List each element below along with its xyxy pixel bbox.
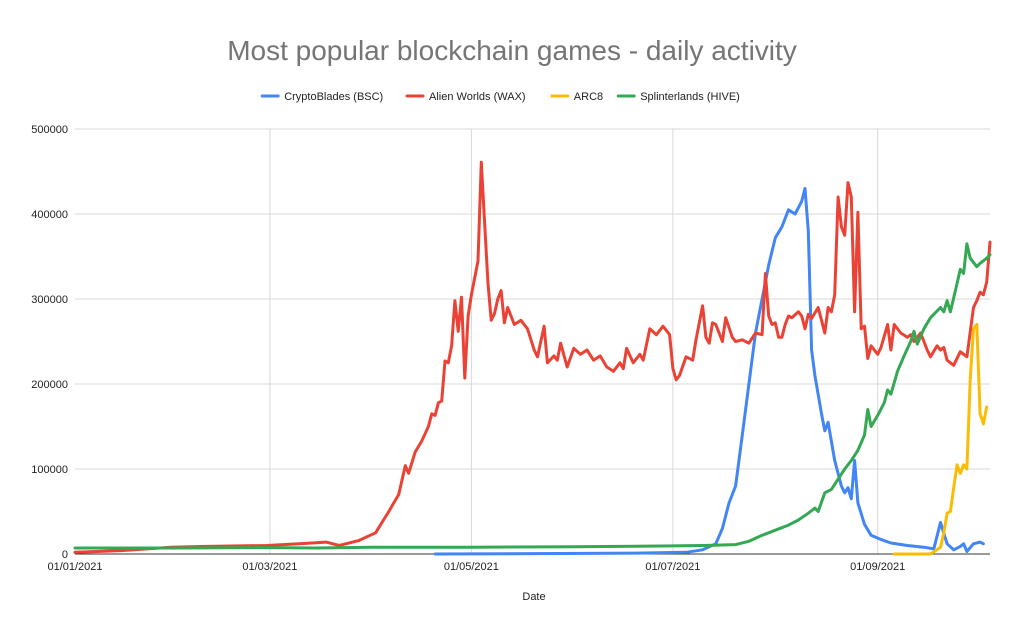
x-axis-title: Date — [522, 591, 545, 603]
chart-title: Most popular blockchain games - daily ac… — [227, 35, 797, 66]
x-tick-label: 01/05/2021 — [444, 561, 499, 573]
legend-item-alien-worlds-wax: Alien Worlds (WAX) — [405, 91, 526, 103]
x-tick-label: 01/07/2021 — [645, 561, 700, 573]
y-tick-label: 400000 — [31, 209, 68, 221]
series-line-cryptoblades-bsc — [433, 187, 985, 556]
legend-item-arc8: ARC8 — [550, 91, 603, 103]
legend: CryptoBlades (BSC) Alien Worlds (WAX) ARC8… — [260, 91, 740, 103]
legend-label: Alien Worlds (WAX) — [429, 91, 526, 103]
series-line-splinterlands-hive — [73, 242, 992, 550]
x-tick-label: 01/09/2021 — [850, 561, 905, 573]
y-tick-label: 500000 — [31, 124, 68, 136]
legend-item-splinterlands-hive: Splinterlands (HIVE) — [616, 91, 740, 103]
y-tick-label: 300000 — [31, 294, 68, 306]
series-group — [73, 160, 992, 556]
series-line-arc8 — [892, 323, 989, 556]
legend-label: Splinterlands (HIVE) — [640, 91, 740, 103]
series-line-alien-worlds-wax — [73, 160, 992, 554]
x-tick-label: 01/03/2021 — [242, 561, 297, 573]
y-tick-label: 0 — [62, 549, 68, 561]
legend-label: CryptoBlades (BSC) — [284, 91, 383, 103]
y-tick-label: 200000 — [31, 379, 68, 391]
x-tick-label: 01/01/2021 — [47, 561, 102, 573]
legend-item-cryptoblades-bsc: CryptoBlades (BSC) — [260, 91, 383, 103]
x-axis: 01/01/2021 01/03/2021 01/05/2021 01/07/2021… — [47, 561, 905, 573]
y-axis: 0 100000 200000 300000 400000 500000 — [31, 124, 68, 561]
y-tick-label: 100000 — [31, 464, 68, 476]
legend-label: ARC8 — [574, 91, 603, 103]
